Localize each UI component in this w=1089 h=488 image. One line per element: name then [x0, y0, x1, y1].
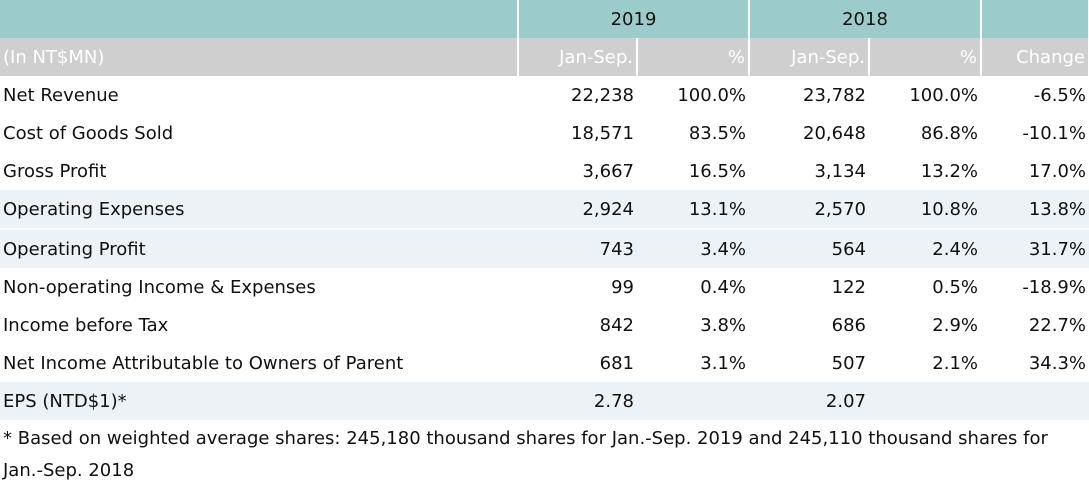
value-2018: 23,782	[803, 84, 866, 106]
col-2018-pct: %	[869, 38, 982, 76]
row-label: Income before Tax	[3, 314, 169, 336]
change-value: 13.8%	[981, 190, 1089, 230]
pct-2018: 2.4%	[869, 229, 981, 268]
value-2019: 842	[599, 314, 634, 336]
value-2018: 507	[831, 352, 866, 374]
pct-2019: 83.5%	[688, 122, 746, 144]
row-label: Net Income Attributable to Owners of Par…	[3, 352, 404, 374]
change-value: -18.9%	[1022, 276, 1086, 298]
pct-2018: 100.0%	[909, 84, 978, 106]
value-2018: 122	[831, 276, 866, 298]
value-2019: 681	[599, 352, 634, 374]
table-row: Net Income Attributable to Owners of Par…	[0, 344, 1089, 382]
value-2018: 3,134	[814, 160, 866, 182]
pct-2018: 10.8%	[869, 190, 981, 230]
pct-2019: 13.1%	[637, 190, 749, 230]
pct-2018: 0.5%	[932, 276, 978, 298]
value-2018: 20,648	[803, 122, 866, 144]
col-2019-pct: %	[637, 38, 750, 76]
year-2018-header: 2018	[749, 0, 982, 38]
row-label: Gross Profit	[3, 160, 107, 182]
row-label: Non-operating Income & Expenses	[3, 276, 316, 298]
table-row: Income before Tax 842 3.8% 686 2.9% 22.7…	[0, 306, 1089, 344]
change-value: -6.5%	[1033, 84, 1086, 106]
value-2018: 2.07	[749, 382, 869, 420]
year-header-row: 2019 2018	[0, 0, 1089, 38]
table-row: Cost of Goods Sold 18,571 83.5% 20,648 8…	[0, 114, 1089, 152]
column-header-row: (In NT$MN) Jan-Sep. % Jan-Sep. % Change	[0, 38, 1089, 76]
pct-2018: 2.1%	[932, 352, 978, 374]
value-2019: 3,667	[582, 160, 634, 182]
value-2018: 2,570	[749, 190, 869, 230]
table-row: Operating Profit 743 3.4% 564 2.4% 31.7%	[0, 229, 1089, 268]
year-header-blank	[0, 0, 519, 38]
row-label: EPS (NTD$1)*	[0, 382, 518, 420]
pct-2019: 100.0%	[677, 84, 746, 106]
value-2019: 2.78	[518, 382, 637, 420]
table-row: EPS (NTD$1)* 2.78 2.07	[0, 382, 1089, 420]
pct-2019: 3.1%	[700, 352, 746, 374]
value-2019: 22,238	[571, 84, 634, 106]
pct-2018: 2.9%	[932, 314, 978, 336]
col-change: Change	[981, 38, 1089, 76]
value-2019: 18,571	[571, 122, 634, 144]
unit-label: (In NT$MN)	[0, 38, 519, 76]
change-value: 31.7%	[981, 229, 1089, 268]
pct-2019: 3.8%	[700, 314, 746, 336]
year-2019-header: 2019	[518, 0, 750, 38]
table-row: Net Revenue 22,238 100.0% 23,782 100.0% …	[0, 76, 1089, 114]
row-label: Net Revenue	[3, 84, 119, 106]
change-value: 34.3%	[1028, 352, 1086, 374]
col-2018-period: Jan-Sep.	[749, 38, 870, 76]
pct-2019: 0.4%	[700, 276, 746, 298]
row-label: Operating Profit	[0, 229, 518, 268]
pct-2018: 13.2%	[920, 160, 978, 182]
col-2019-period: Jan-Sep.	[518, 38, 638, 76]
income-statement-table: 2019 2018 (In NT$MN) Jan-Sep. % Jan-Sep.…	[0, 0, 1089, 420]
pct-2018	[869, 382, 981, 420]
footnote: * Based on weighted average shares: 245,…	[3, 428, 1048, 481]
change-value: -10.1%	[1022, 122, 1086, 144]
pct-2019	[637, 382, 749, 420]
pct-2018: 86.8%	[920, 122, 978, 144]
value-2018: 564	[749, 229, 869, 268]
year-header-change-blank	[981, 0, 1089, 38]
pct-2019: 3.4%	[637, 229, 749, 268]
row-label: Cost of Goods Sold	[3, 122, 174, 144]
value-2019: 2,924	[518, 190, 637, 230]
table-row: Gross Profit 3,667 16.5% 3,134 13.2% 17.…	[0, 152, 1089, 190]
table-row: Non-operating Income & Expenses 99 0.4% …	[0, 268, 1089, 306]
value-2019: 99	[611, 276, 634, 298]
change-value	[981, 382, 1089, 420]
pct-2019: 16.5%	[688, 160, 746, 182]
value-2018: 686	[831, 314, 866, 336]
table-row: Operating Expenses 2,924 13.1% 2,570 10.…	[0, 190, 1089, 230]
change-value: 22.7%	[1028, 314, 1086, 336]
change-value: 17.0%	[1028, 160, 1086, 182]
row-label: Operating Expenses	[0, 190, 518, 230]
value-2019: 743	[518, 229, 637, 268]
